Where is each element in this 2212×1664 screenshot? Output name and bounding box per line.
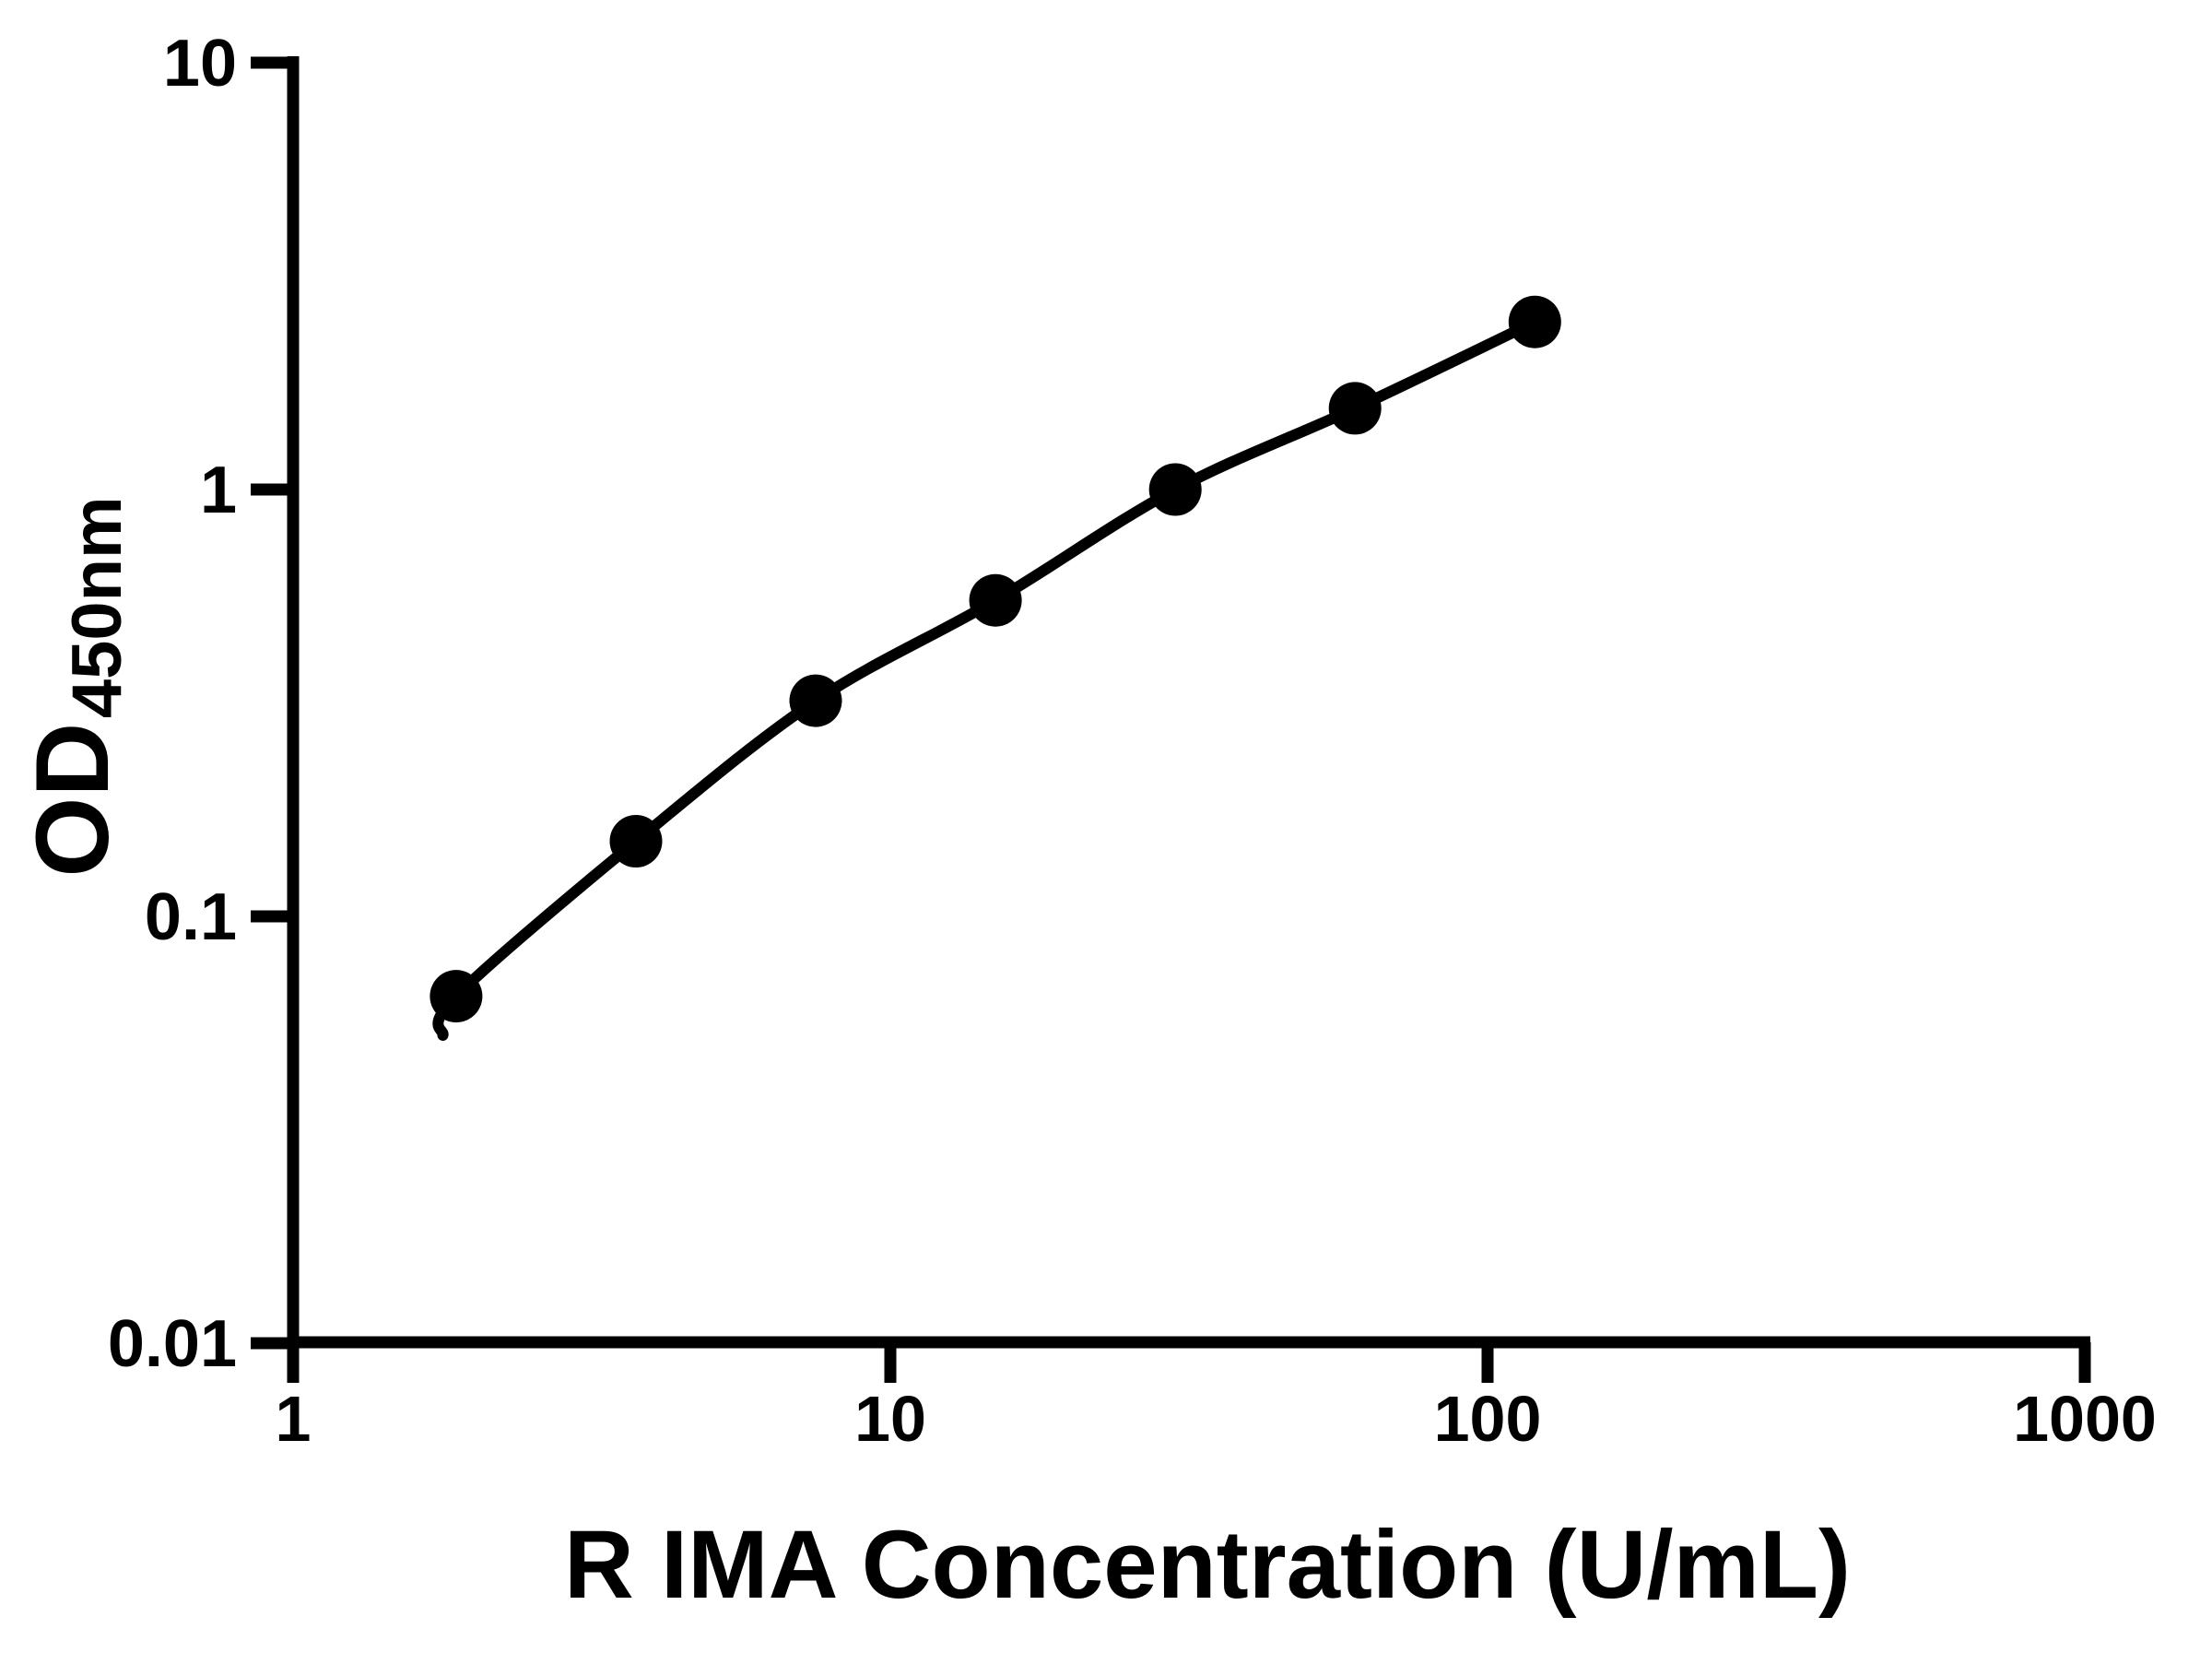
x-axis-ticks (287, 1342, 2091, 1383)
y-tick-label: 10 (163, 27, 237, 100)
x-tick-label: 10 (854, 1383, 926, 1455)
x-tick-label: 1 (276, 1383, 312, 1455)
y-axis-title-subscript: 450nm (58, 496, 136, 718)
data-point (1508, 295, 1561, 348)
x-axis-title: R IMA Concentration (U/mL) (564, 1511, 1851, 1619)
y-axis-title-main: OD (15, 723, 130, 878)
data-point (969, 573, 1022, 627)
y-axis-ticks (251, 56, 293, 1350)
y-tick-label: 0.1 (145, 880, 237, 954)
data-point (429, 970, 483, 1023)
data-point (1328, 382, 1382, 435)
x-tick-label: 100 (1434, 1383, 1542, 1455)
x-axis-tick-labels: 1 10 100 1000 (276, 1383, 2157, 1455)
data-point (1148, 463, 1202, 516)
data-point (609, 815, 663, 867)
x-tick-label: 1000 (2013, 1383, 2157, 1455)
y-axis-tick-labels: 10 1 0.1 0.01 (108, 27, 237, 1381)
data-point (789, 674, 842, 727)
y-axis-title: OD 450nm (15, 496, 136, 877)
y-tick-label: 1 (200, 454, 237, 527)
y-tick-label: 0.01 (108, 1307, 237, 1381)
series-group (429, 295, 1561, 1041)
